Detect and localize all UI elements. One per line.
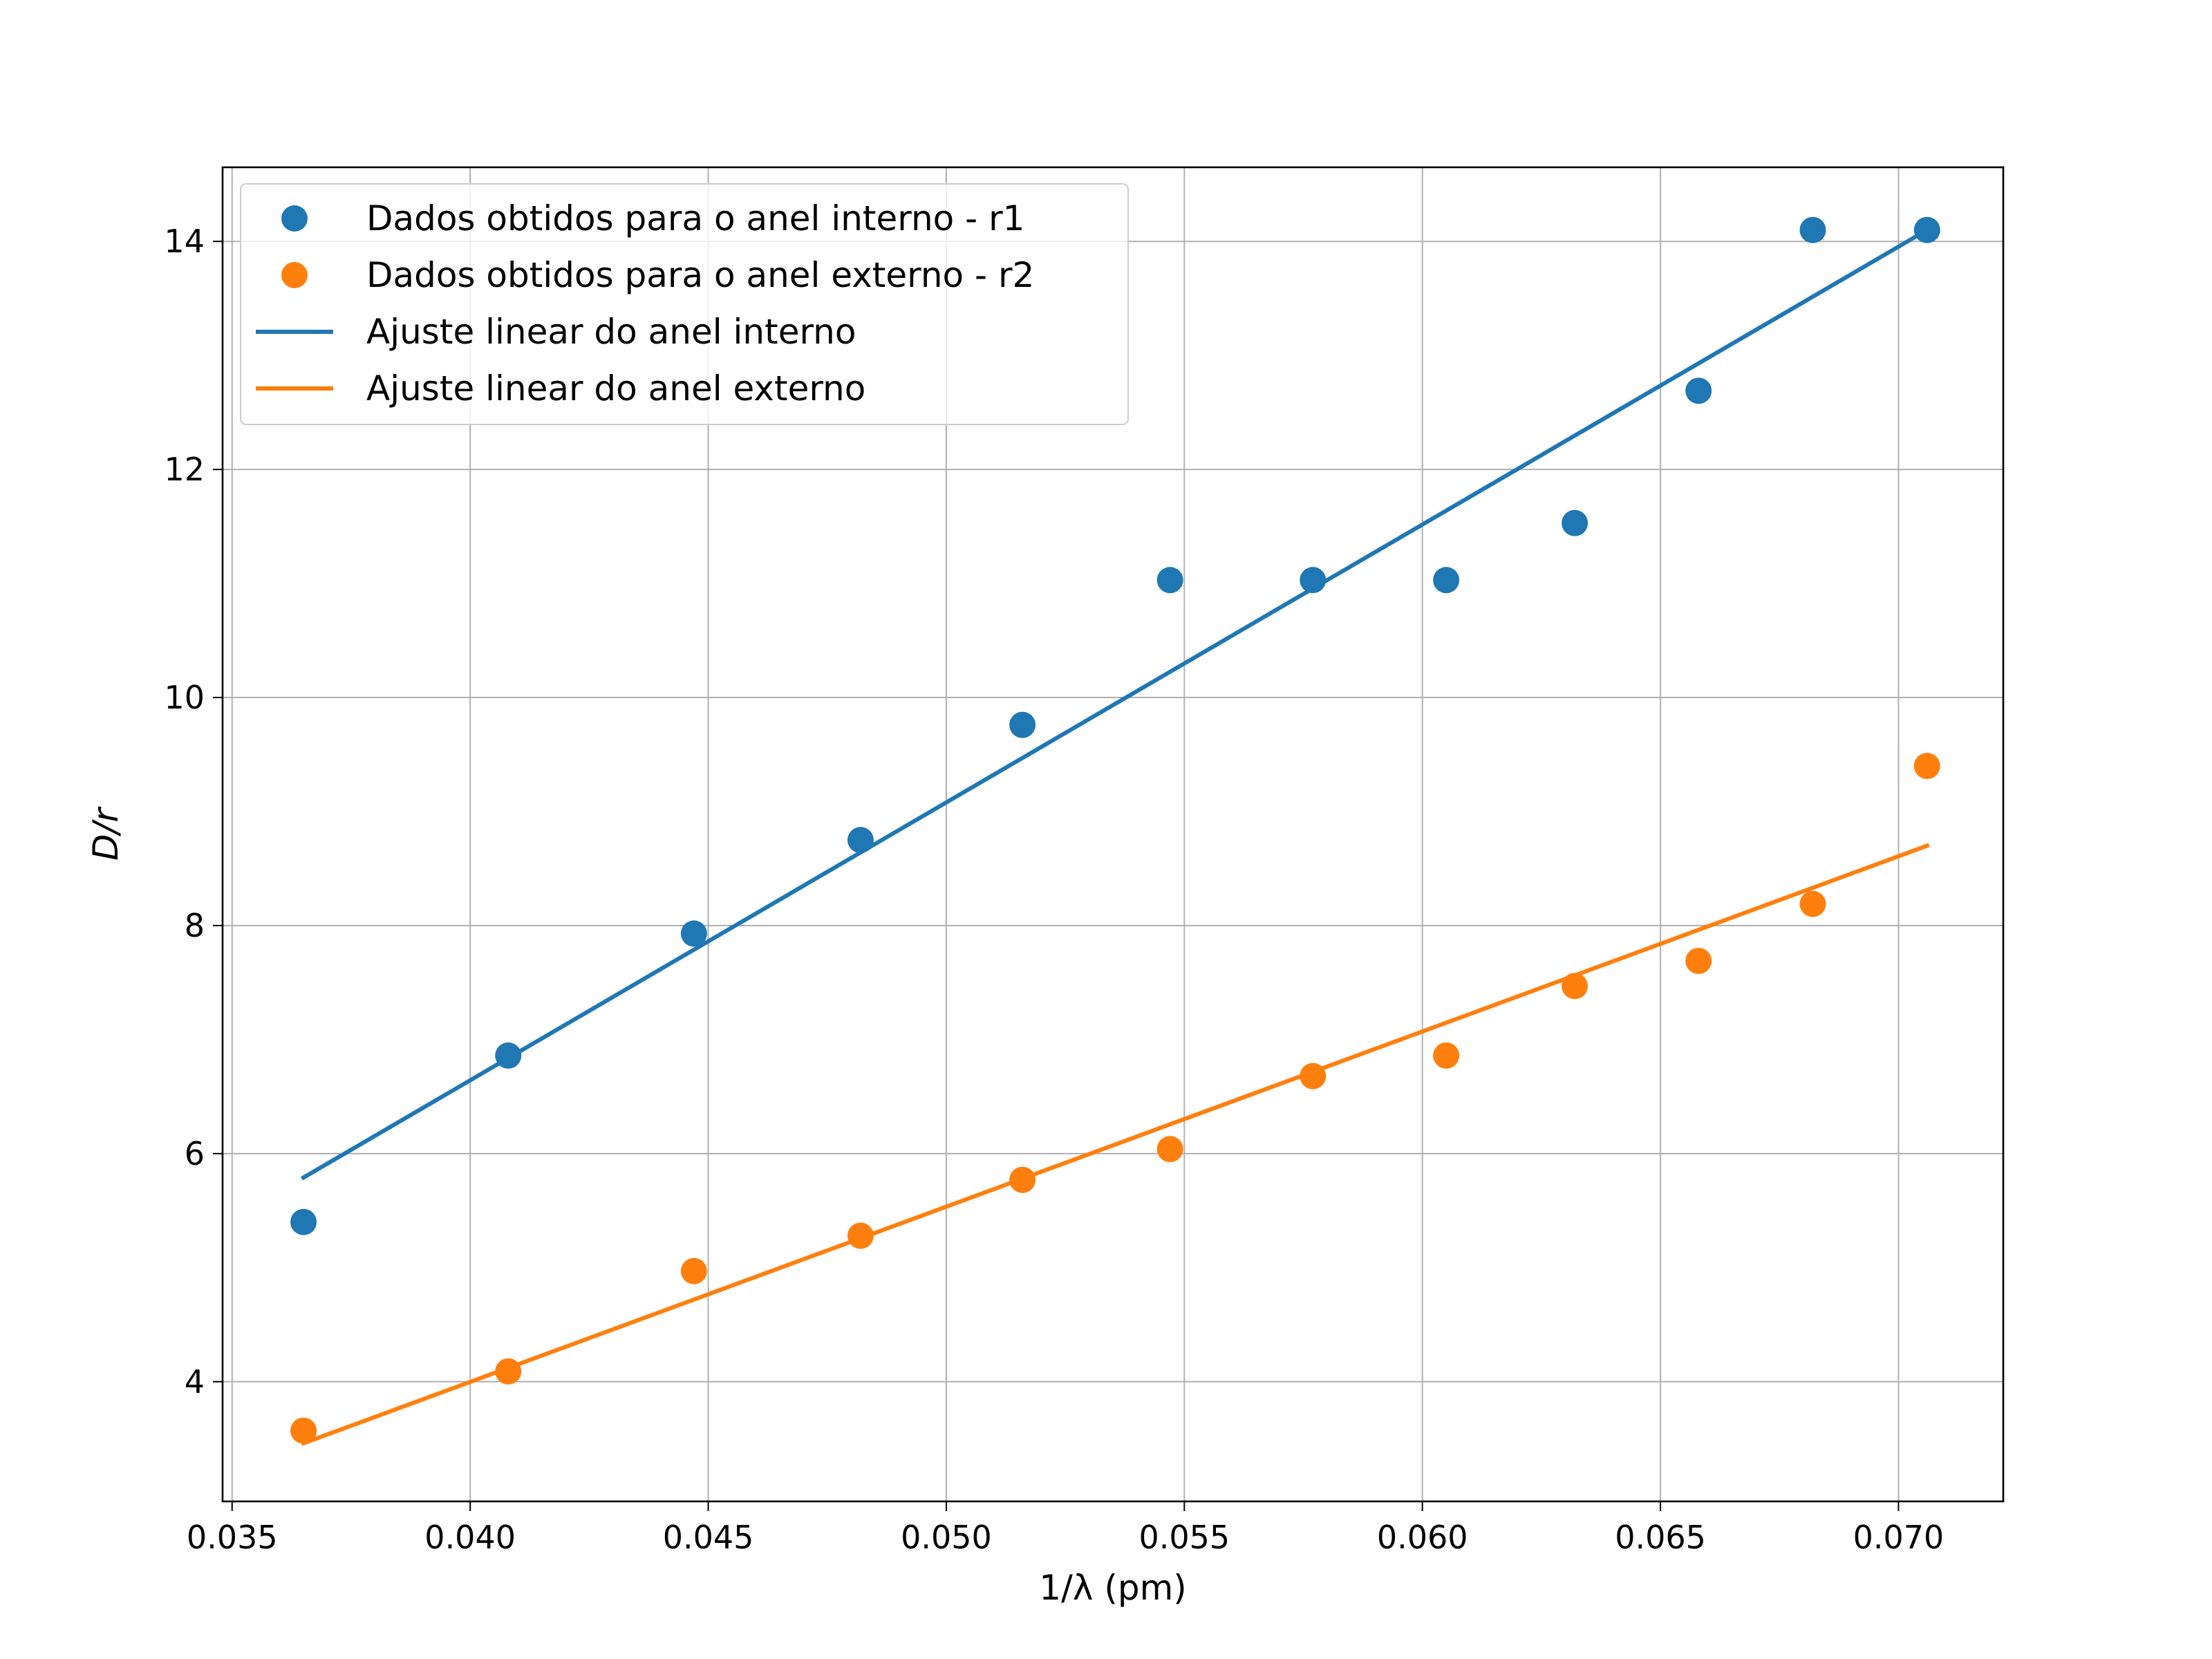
legend-label-0: Dados obtidos para o anel interno - r1 [366, 198, 1024, 238]
data-point-series-0 [1799, 216, 1826, 243]
x-tick-label: 0.070 [1853, 1519, 1944, 1556]
axis-ticks: 0.035 0.040 0.045 0.050 0.055 0.060 0.065 0.070… [164, 223, 1944, 1556]
data-point-series-1 [1562, 973, 1588, 1000]
x-tick-label: 0.045 [663, 1519, 754, 1556]
fit-line-series-2 [300, 227, 1930, 1181]
plot-frame [221, 166, 2005, 1503]
data-point-series-1 [1799, 890, 1826, 917]
data-point-series-0 [1562, 509, 1588, 536]
y-tick-label: 14 [164, 223, 205, 260]
y-tick-label: 8 [185, 907, 205, 944]
data-point-series-0 [680, 920, 707, 947]
data-point-series-0 [1156, 567, 1183, 594]
plot-series [290, 216, 1940, 1446]
legend-label-2: Ajuste linear do anel interno [366, 312, 856, 352]
data-point-series-1 [1156, 1136, 1183, 1163]
x-axis-label: 1/λ (pm) [1039, 1568, 1187, 1608]
data-point-series-1 [495, 1358, 522, 1385]
data-point-series-0 [1685, 377, 1712, 404]
data-point-series-0 [495, 1042, 522, 1069]
legend-label-3: Ajuste linear do anel externo [366, 368, 865, 409]
x-tick-label: 0.050 [901, 1519, 992, 1556]
data-point-series-0 [1433, 567, 1460, 594]
data-point-series-0 [1913, 216, 1940, 243]
data-point-series-1 [290, 1417, 317, 1444]
legend-marker-1 [281, 262, 308, 288]
data-point-series-0 [290, 1208, 317, 1235]
data-point-series-0 [1009, 711, 1036, 738]
y-tick-label: 10 [164, 679, 205, 716]
y-tick-label: 6 [185, 1135, 205, 1172]
y-tick-label: 4 [185, 1363, 205, 1400]
data-point-series-1 [847, 1222, 874, 1249]
y-tick-label: 12 [164, 451, 205, 488]
data-point-series-1 [1433, 1042, 1460, 1069]
data-point-series-0 [847, 827, 874, 854]
data-point-series-1 [680, 1257, 707, 1284]
data-point-series-1 [1300, 1062, 1327, 1089]
data-point-series-1 [1685, 948, 1712, 975]
data-point-series-1 [1913, 753, 1940, 780]
legend-label-1: Dados obtidos para o anel externo - r2 [366, 255, 1034, 295]
data-point-series-1 [1009, 1166, 1036, 1193]
legend-box [240, 183, 1129, 425]
x-tick-label: 0.065 [1615, 1519, 1706, 1556]
x-tick-label: 0.040 [424, 1519, 516, 1556]
y-axis-label: D/r [86, 806, 126, 861]
x-tick-label: 0.035 [187, 1519, 278, 1556]
legend-marker-0 [281, 205, 308, 232]
x-tick-label: 0.055 [1138, 1519, 1230, 1556]
fit-line-series-3 [301, 843, 1930, 1446]
data-point-series-0 [1300, 567, 1327, 594]
legend: Dados obtidos para o anel interno - r1 Da… [240, 183, 1129, 425]
x-tick-label: 0.060 [1377, 1519, 1468, 1556]
